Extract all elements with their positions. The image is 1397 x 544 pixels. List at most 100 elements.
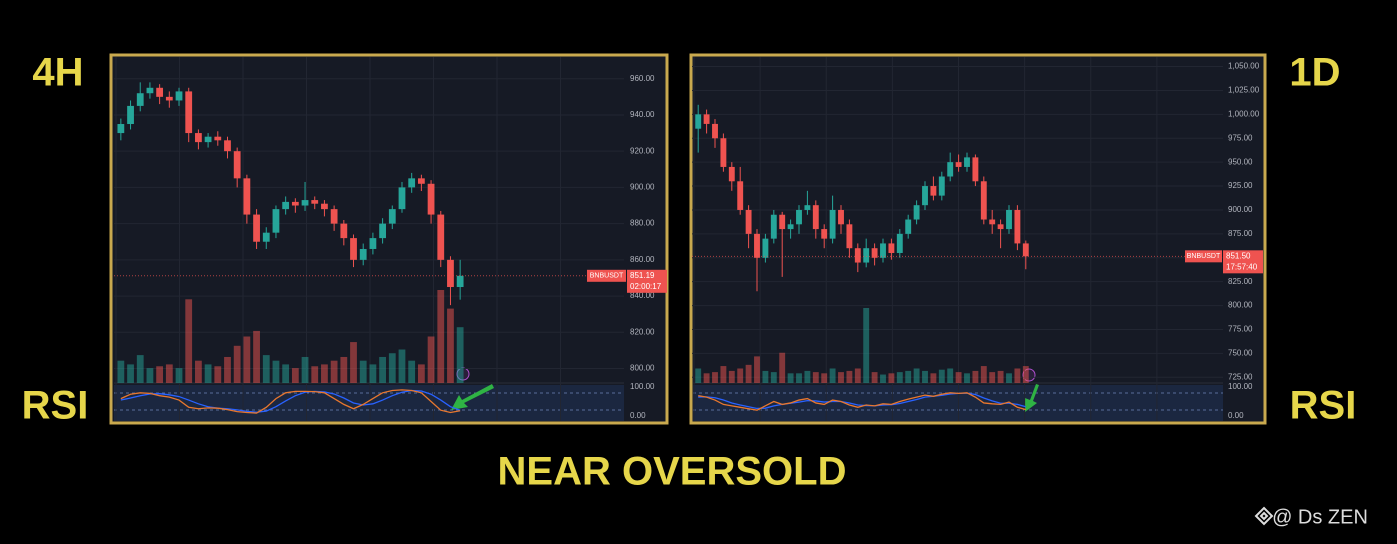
volume-bar [165,364,173,383]
volume-bar [321,364,328,383]
candle-body [728,166,735,182]
indicator-label: RSI [22,384,89,428]
volume-bar [350,342,357,383]
rsi-tick-label: 0.00 [630,411,646,420]
candle-body [301,200,309,206]
volume-bar [703,373,710,383]
y-tick-label: 940.00 [630,110,655,119]
candle-body [804,205,811,210]
y-tick-label: 750.00 [1228,348,1253,357]
candle-body [156,87,164,97]
rsi-tick-label: 100.00 [1228,382,1253,391]
y-tick-label: 880.00 [630,219,655,228]
candle-body [980,181,987,220]
candle-body [437,214,445,260]
volume-bar [863,308,870,383]
symbol-tag [1185,250,1222,263]
volume-bar [408,360,416,383]
volume-bar [262,355,270,383]
volume-bar [224,356,231,383]
candle-body [720,138,727,167]
watermark: @ Ds ZEN [1272,506,1368,528]
volume-bar [745,364,752,383]
candle-body [964,157,970,167]
volume-bar [447,308,454,383]
volume-bar [214,366,222,383]
volume-bar [938,369,945,383]
candle-body [888,243,895,253]
candle-body [1022,243,1029,257]
candle-body [165,96,173,101]
y-tick-label: 960.00 [630,74,655,83]
volume-bar [880,374,886,383]
volume-bar [905,370,912,383]
volume-bar [854,368,861,383]
volume-bar [1022,366,1029,383]
volume-bar [456,327,464,383]
candle-body [913,205,920,220]
volume-bar [796,373,802,383]
panel-1d [689,53,1267,425]
candle-body [175,91,183,101]
candle-body [754,233,760,258]
volume-bar [888,373,895,383]
candle-body [787,224,794,230]
binance-logo [1254,506,1274,526]
candle-body [359,248,367,260]
candle-body [703,114,710,124]
last-price: 851.50 [1226,251,1251,260]
candle-body [871,248,878,258]
rsi-line [698,392,1026,411]
volume-bar [330,360,338,383]
candle-body [291,201,299,206]
candle-body [854,248,861,263]
volume-bar [980,366,987,383]
volume-bar [804,370,811,383]
volume-bar [787,373,794,383]
candle-body [136,93,144,106]
volume-bar [379,356,386,383]
countdown: 17:57:40 [1226,262,1258,271]
candle-body [695,114,702,129]
volume-bar [398,349,406,383]
candle-body [947,162,954,177]
candle-body [938,176,945,196]
candle-body [224,140,231,152]
y-tick-label: 800.00 [630,364,655,373]
candle-body [905,219,912,234]
volume-bar [821,373,828,383]
candle-body [955,162,962,167]
volume-bar [846,370,853,383]
rsi-tick-label: 100.00 [630,382,655,391]
candle-body [796,209,802,225]
indicator-label: RSI [1290,384,1357,428]
candle-body [350,238,357,260]
volume-bar [695,368,702,383]
volume-bar [1014,368,1021,383]
symbol: BNBUSDT [1187,253,1221,260]
price-tag [627,269,667,293]
volume-bar [311,366,319,383]
candle-body [127,105,134,125]
volume-bar [291,368,299,383]
volume-bar [204,364,212,383]
candle-body [243,178,251,215]
candle-body [262,232,270,242]
y-tick-label: 925.00 [1228,181,1253,190]
timeframe-label: 1D [1289,51,1340,95]
volume-bar [301,356,309,383]
y-tick-label: 900.00 [630,183,655,192]
candle-body [340,223,348,239]
y-tick-label: 875.00 [1228,229,1253,238]
volume-bar [253,330,260,383]
volume-bar [272,360,280,383]
candle-body [1006,209,1012,230]
y-tick-label: 900.00 [1228,205,1253,214]
timeframe-label: 4H [32,51,83,95]
candle-body [388,209,396,224]
candle-body [282,201,290,210]
candle-body [408,178,416,188]
volume-bar [359,360,367,383]
volume-bar [972,370,979,383]
volume-bar [117,360,125,383]
